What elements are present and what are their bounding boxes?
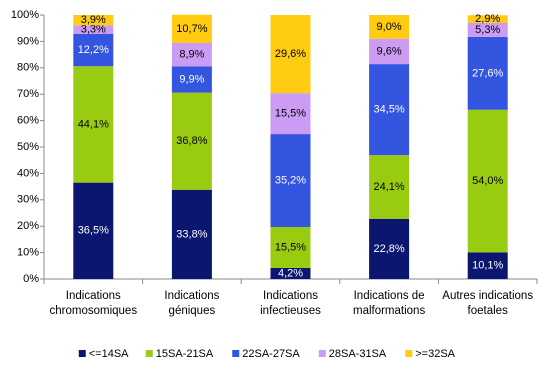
bar-segment	[369, 15, 410, 39]
value-label: 9,9%	[179, 73, 204, 85]
bar-segment	[369, 38, 410, 65]
bar-segment	[467, 109, 508, 253]
value-label: 5,3%	[475, 24, 500, 36]
x-tick-label: Indications de malformations	[352, 290, 426, 317]
bar-segment	[270, 93, 311, 135]
bar-segment	[270, 226, 311, 268]
bar-segment	[73, 34, 114, 67]
x-tick-label: Indications chromosomiques	[49, 290, 138, 317]
value-label: 2,9%	[475, 13, 500, 25]
value-label: 15,5%	[275, 108, 306, 120]
legend-swatch	[405, 350, 413, 357]
bar-segment	[270, 134, 311, 227]
bar-segment	[467, 15, 508, 23]
y-tick-label: 10%	[17, 247, 39, 259]
legend-swatch	[232, 350, 240, 357]
value-label: 3,9%	[81, 14, 106, 26]
bar-segment	[171, 14, 212, 43]
value-label: 3,3%	[81, 24, 106, 36]
legend-swatch	[145, 350, 153, 357]
value-label: 22,8%	[373, 243, 404, 255]
bar-segment	[270, 267, 311, 279]
legend-label: 22SA-27SA	[242, 348, 300, 360]
value-label: 36,8%	[176, 135, 207, 147]
y-tick-label: 80%	[17, 62, 39, 74]
value-label: 9,0%	[377, 21, 402, 33]
bar-segment	[369, 218, 410, 279]
bar-segment	[171, 42, 212, 67]
legend-label: >=32SA	[415, 348, 455, 360]
bar-segment	[171, 92, 212, 190]
bar-segment	[73, 182, 114, 279]
value-label: 8,9%	[179, 49, 204, 61]
bar-segment	[73, 66, 114, 183]
legend-swatch	[318, 350, 326, 357]
bar-segment	[270, 15, 311, 94]
bar-segment	[467, 252, 508, 279]
legend-swatch	[78, 350, 86, 357]
y-tick-label: 60%	[17, 115, 39, 127]
legend-label: <=14SA	[89, 348, 129, 360]
value-label: 27,6%	[472, 67, 503, 79]
legend-label: 15SA-21SA	[156, 348, 214, 360]
y-tick-label: 30%	[17, 194, 39, 206]
x-tick-label: Indications infectieuses	[260, 290, 321, 317]
bar-segment	[171, 189, 212, 279]
bar-segment	[73, 25, 114, 35]
bar-segment	[467, 22, 508, 37]
value-label: 15,5%	[275, 241, 306, 253]
value-label: 44,1%	[78, 118, 109, 130]
value-label: 33,8%	[176, 228, 207, 240]
bar-segment	[171, 66, 212, 93]
bar-segment	[467, 36, 508, 110]
value-label: 9,6%	[377, 45, 402, 57]
y-tick-label: 0%	[23, 273, 39, 285]
value-label: 36,5%	[78, 225, 109, 237]
value-label: 54,0%	[472, 175, 503, 187]
y-tick-label: 100%	[11, 9, 39, 21]
bar-segment	[73, 15, 114, 26]
bar-segment	[369, 64, 410, 156]
value-label: 10,1%	[472, 260, 503, 272]
y-tick-label: 70%	[17, 88, 39, 100]
y-tick-label: 20%	[17, 220, 39, 232]
y-tick-label: 90%	[17, 35, 39, 47]
value-label: 35,2%	[275, 174, 306, 186]
value-label: 24,1%	[373, 181, 404, 193]
x-tick-label: Indications géniques	[164, 290, 220, 317]
value-label: 34,5%	[373, 104, 404, 116]
value-label: 4,2%	[278, 267, 303, 279]
bar-segment	[369, 155, 410, 219]
y-tick-label: 40%	[17, 167, 39, 179]
value-label: 29,6%	[275, 48, 306, 60]
value-label: 12,2%	[78, 44, 109, 56]
y-tick-label: 50%	[17, 141, 39, 153]
x-tick-label: Autres indications foetales	[442, 290, 534, 317]
legend-label: 28SA-31SA	[329, 348, 387, 360]
value-label: 10,7%	[176, 23, 207, 35]
